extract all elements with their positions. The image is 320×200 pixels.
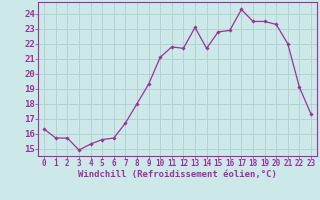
X-axis label: Windchill (Refroidissement éolien,°C): Windchill (Refroidissement éolien,°C) bbox=[78, 170, 277, 179]
